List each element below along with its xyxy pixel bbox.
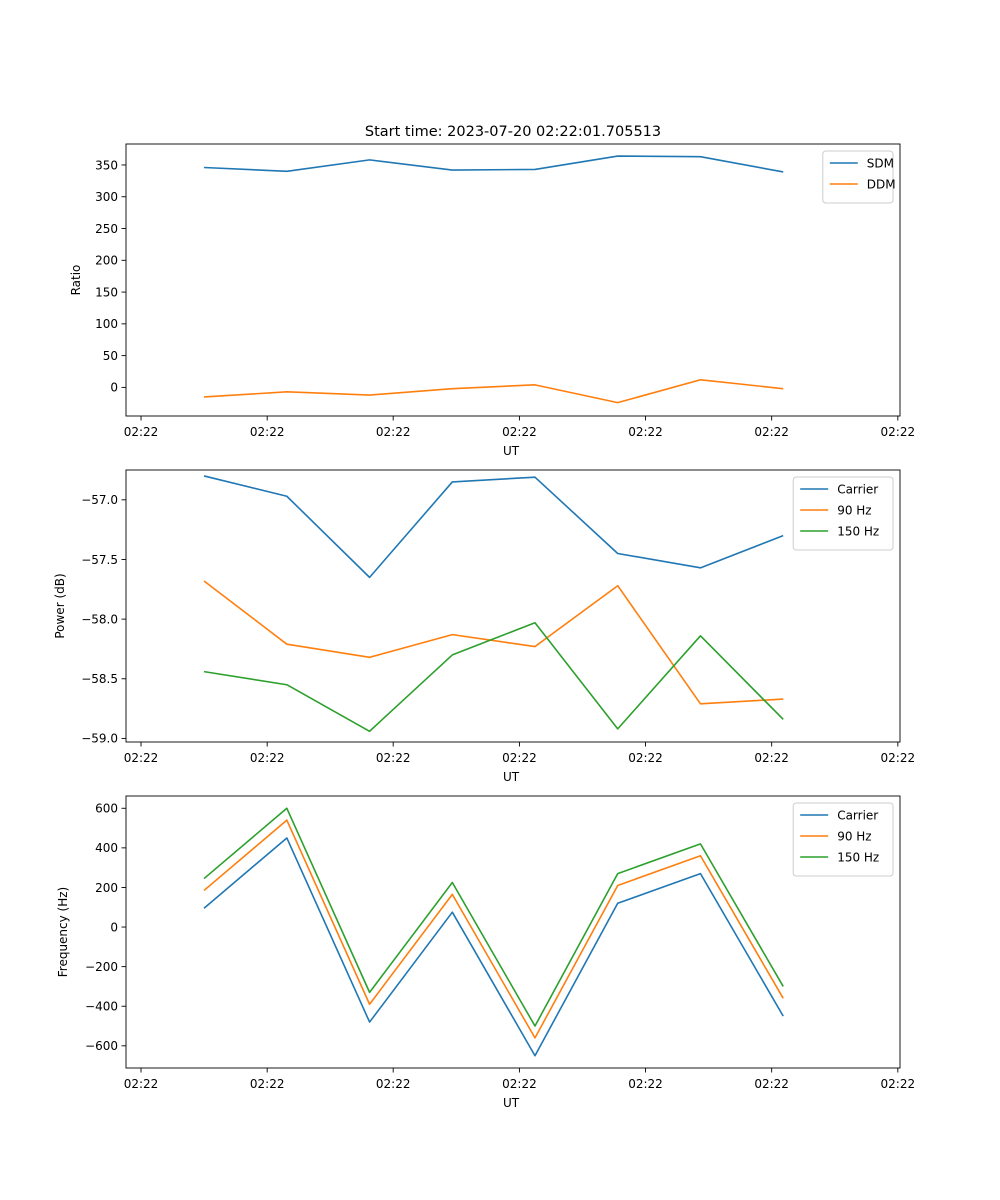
y-axis-label: Power (dB) [53,573,67,638]
x-tick-label: 02:22 [376,751,411,765]
y-tick-label: 200 [95,254,118,268]
x-tick-label: 02:22 [881,1077,916,1091]
panels: 02:22 02:22 02:22 02:22 02:22 02:22 02:22 0 50 10… [53,143,915,1110]
y-tick-label: 50 [103,349,118,363]
x-tick-label: 02:22 [502,1077,537,1091]
legend-label: DDM [867,178,896,192]
legend-label: 90 Hz [837,504,871,518]
y-axis-ticks: −600 −400 −200 0 200 400 600 [85,802,126,1053]
legend-label: Carrier [837,483,878,497]
x-tick-label: 02:22 [754,425,789,439]
y-tick-label: 250 [95,222,118,236]
y-tick-label: 300 [95,190,118,204]
x-tick-label: 02:22 [124,1077,159,1091]
series-line-150-hz [203,621,784,733]
y-axis-ticks: 0 50 100 150 200 250 300 350 [95,158,126,395]
axes-frame [125,143,901,417]
series-line-carrier [203,837,784,1057]
x-axis-label: UT [503,770,520,784]
x-axis-ticks: 02:22 02:22 02:22 02:22 02:22 02:22 02:22 [124,416,915,439]
series-line-90-hz [203,580,784,705]
y-tick-label: 400 [95,841,118,855]
x-tick-label: 02:22 [502,751,537,765]
series-line-ddm [203,378,784,404]
y-tick-label: −200 [85,960,118,974]
y-tick-label: −59.0 [81,732,118,746]
axes-2 [125,469,901,743]
legend-label: SDM [867,157,894,171]
x-axis-label: UT [503,1096,520,1110]
axes-frame [125,795,901,1069]
legend-label: Carrier [837,809,878,823]
y-tick-label: 200 [95,881,118,895]
series-line-sdm [203,155,784,173]
x-tick-label: 02:22 [124,425,159,439]
series-line-carrier [203,475,784,579]
panel-3: 02:22 02:22 02:22 02:22 02:22 02:22 02:22−600−… [56,795,915,1110]
legend: SDM DDM [822,150,896,204]
x-axis-label: UT [503,444,520,458]
y-tick-label: −57.5 [81,553,118,567]
y-tick-label: −58.0 [81,612,118,626]
x-tick-label: 02:22 [502,425,537,439]
x-tick-label: 02:22 [754,751,789,765]
y-tick-label: −58.5 [81,672,118,686]
x-tick-label: 02:22 [250,425,285,439]
x-tick-label: 02:22 [250,751,285,765]
axes-1 [125,143,901,417]
y-tick-label: 100 [95,317,118,331]
y-tick-label: −400 [85,1000,118,1014]
y-tick-label: 0 [110,920,118,934]
y-tick-label: −600 [85,1039,118,1053]
x-tick-label: 02:22 [754,1077,789,1091]
axes-3 [125,795,901,1069]
y-tick-label: −57.0 [81,493,118,507]
figure-title: Start time: 2023-07-20 02:22:01.705513 [365,124,661,140]
series-line-90-hz [203,819,784,1039]
series-line-150-hz [203,807,784,1027]
x-tick-label: 02:22 [376,425,411,439]
legend-box [822,150,894,204]
x-tick-label: 02:22 [628,425,663,439]
x-tick-label: 02:22 [881,751,916,765]
legend-label: 90 Hz [837,830,871,844]
y-tick-label: 600 [95,802,118,816]
legend-label: 150 Hz [837,851,879,865]
axes-frame [125,469,901,743]
y-tick-label: 150 [95,285,118,299]
x-tick-label: 02:22 [250,1077,285,1091]
x-tick-label: 02:22 [376,1077,411,1091]
y-axis-ticks: −59.0 −58.5 −58.0 −57.5 −57.0 [81,493,126,746]
panel-1: 02:22 02:22 02:22 02:22 02:22 02:22 02:22 0 50 10… [69,143,915,458]
x-tick-label: 02:22 [628,751,663,765]
x-axis-ticks: 02:22 02:22 02:22 02:22 02:22 02:22 02:22 [124,1068,915,1091]
legend-label: 150 Hz [837,525,879,539]
x-tick-label: 02:22 [628,1077,663,1091]
panel-2: 02:22 02:22 02:22 02:22 02:22 02:22 02:22 −59.0… [53,469,915,784]
legend: Carrier 90 Hz 150 Hz [792,476,894,551]
x-tick-label: 02:22 [124,751,159,765]
x-tick-label: 02:22 [881,425,916,439]
y-tick-label: 0 [110,381,118,395]
x-axis-ticks: 02:22 02:22 02:22 02:22 02:22 02:22 02:22 [124,742,915,765]
y-tick-label: 350 [95,158,118,172]
y-axis-label: Frequency (Hz) [56,887,70,978]
legend: Carrier 90 Hz 150 Hz [792,802,894,877]
y-axis-label: Ratio [69,265,83,296]
